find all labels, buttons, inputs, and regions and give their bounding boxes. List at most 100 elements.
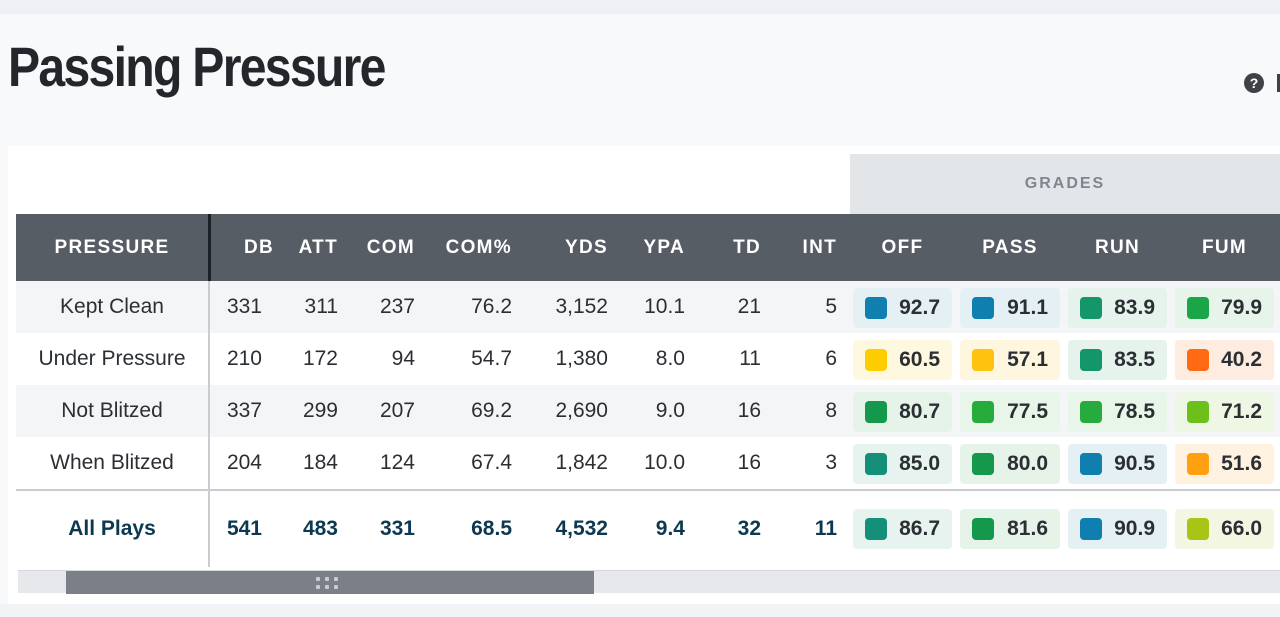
column-header-td[interactable]: TD [733, 237, 761, 258]
top-bar [0, 0, 1280, 14]
grade-value: 90.9 [1114, 517, 1155, 540]
cell-att: 311 [304, 295, 338, 318]
grade-value: 83.5 [1114, 348, 1155, 371]
grade-run-badge: 83.9 [1068, 288, 1167, 328]
grade-color-indicator [865, 401, 887, 423]
grade-color-indicator [865, 518, 887, 540]
cell-ypa: 9.4 [655, 517, 685, 540]
grade-color-indicator [1187, 401, 1209, 423]
grade-color-indicator [1187, 453, 1209, 475]
grade-color-indicator [1187, 518, 1209, 540]
cell-yds: 4,532 [555, 517, 608, 540]
grade-color-indicator [1187, 349, 1209, 371]
grade-color-indicator [1187, 297, 1209, 319]
cell-ypa: 9.0 [655, 399, 685, 422]
grade-off-badge: 92.7 [853, 288, 952, 328]
grade-off-badge: 60.5 [853, 340, 952, 380]
cell-com-pct: 69.2 [471, 399, 512, 422]
column-header-int[interactable]: INT [802, 237, 837, 258]
table-total-row: All Plays 541 483 331 68.5 4,532 9.4 32 11 86.7 81… [16, 491, 1280, 567]
grade-value: 51.6 [1221, 452, 1262, 475]
cell-int: 11 [814, 517, 837, 540]
column-header-off[interactable]: OFF [881, 237, 924, 258]
cell-td: 32 [737, 517, 761, 540]
column-header-fum[interactable]: FUM [1201, 237, 1248, 258]
grade-value: 81.6 [1007, 517, 1048, 540]
column-header-db[interactable]: DB [243, 237, 274, 258]
grade-value: 86.7 [899, 517, 940, 540]
grade-color-indicator [1080, 453, 1102, 475]
grade-pass-badge: 77.5 [960, 392, 1060, 432]
grade-color-indicator [972, 401, 994, 423]
grades-group-header: GRADES [850, 154, 1280, 214]
grade-pass-badge: 57.1 [960, 340, 1060, 380]
cell-ypa: 10.0 [644, 451, 685, 474]
row-label: Kept Clean [60, 295, 164, 318]
grade-value: 80.0 [1007, 452, 1048, 475]
grade-color-indicator [1080, 349, 1102, 371]
cell-db: 331 [226, 295, 262, 318]
cell-td: 16 [737, 451, 761, 474]
column-header-pressure[interactable]: PRESSURE [54, 237, 170, 258]
grade-fum-badge: 66.0 [1175, 509, 1274, 549]
column-header-com[interactable]: COM [366, 237, 415, 258]
cell-td: 11 [739, 347, 761, 370]
column-header-run[interactable]: RUN [1094, 237, 1141, 258]
cell-int: 6 [825, 347, 837, 370]
grade-color-indicator [865, 297, 887, 319]
grade-fum-badge: 71.2 [1175, 392, 1274, 432]
table-row: Not Blitzed 337 299 207 69.2 2,690 9.0 16 8 80.7 7… [16, 385, 1280, 437]
row-label: Under Pressure [38, 347, 186, 370]
grade-off-badge: 80.7 [853, 392, 952, 432]
grade-value: 78.5 [1114, 400, 1155, 423]
cell-yds: 1,380 [555, 347, 608, 370]
row-label: All Plays [68, 517, 156, 540]
grade-fum-badge: 51.6 [1175, 444, 1274, 484]
grade-fum-badge: 40.2 [1175, 340, 1274, 380]
cell-ypa: 10.1 [644, 295, 685, 318]
column-header-att[interactable]: ATT [298, 237, 338, 258]
grade-pass-badge: 80.0 [960, 444, 1060, 484]
column-separator [208, 214, 211, 281]
grade-value: 71.2 [1221, 400, 1262, 423]
row-label: Not Blitzed [61, 399, 163, 422]
table-row: When Blitzed 204 184 124 67.4 1,842 10.0 16 3 85.… [16, 437, 1280, 489]
cell-att: 184 [302, 451, 338, 474]
cell-db: 337 [226, 399, 262, 422]
column-header-yds[interactable]: YDS [565, 237, 608, 258]
grade-run-badge: 78.5 [1068, 392, 1167, 432]
cell-int: 8 [825, 399, 837, 422]
cell-com-pct: 54.7 [471, 347, 512, 370]
grade-value: 83.9 [1114, 296, 1155, 319]
grade-value: 92.7 [899, 296, 940, 319]
cell-td: 16 [737, 399, 761, 422]
row-label: When Blitzed [50, 451, 174, 474]
scrollbar-grip-icon[interactable] [316, 575, 342, 591]
help-icon[interactable]: ? [1244, 73, 1264, 93]
grade-value: 77.5 [1007, 400, 1048, 423]
cell-td: 21 [737, 295, 761, 318]
cell-com-pct: 68.5 [471, 517, 512, 540]
toolbar-edge-icon[interactable] [1277, 74, 1280, 92]
column-header-pass[interactable]: PASS [982, 237, 1038, 258]
cell-ypa: 8.0 [655, 347, 685, 370]
horizontal-scrollbar-thumb[interactable] [66, 571, 594, 594]
cell-com: 237 [379, 295, 415, 318]
grade-color-indicator [865, 349, 887, 371]
grade-fum-badge: 79.9 [1175, 288, 1274, 328]
grade-value: 80.7 [899, 400, 940, 423]
cell-int: 3 [825, 451, 837, 474]
grade-value: 60.5 [899, 348, 940, 371]
cell-com: 331 [379, 517, 415, 540]
grade-run-badge: 90.5 [1068, 444, 1167, 484]
column-header-ypa[interactable]: YPA [643, 237, 685, 258]
grade-value: 91.1 [1007, 296, 1048, 319]
table-row: Under Pressure 210 172 94 54.7 1,380 8.0 11 6 60.… [16, 333, 1280, 385]
cell-att: 483 [302, 517, 338, 540]
column-header-com-pct[interactable]: COM% [445, 237, 512, 258]
grade-color-indicator [972, 453, 994, 475]
grade-value: 57.1 [1007, 348, 1048, 371]
cell-db: 210 [226, 347, 262, 370]
grade-off-badge: 85.0 [853, 444, 952, 484]
grade-color-indicator [1080, 297, 1102, 319]
